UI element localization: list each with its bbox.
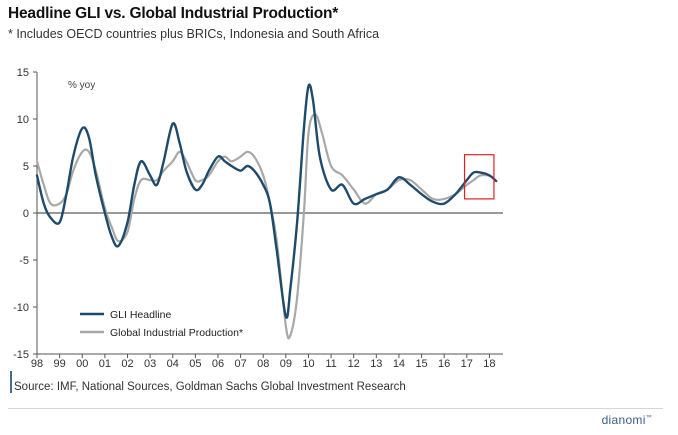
source-accent-bar (10, 371, 12, 393)
footer-divider (8, 408, 663, 409)
y-tick-label: 0 (23, 208, 29, 220)
x-tick-label: 12 (348, 358, 360, 370)
x-tick-label: 09 (280, 358, 292, 370)
legend: GLI Headline Global Industrial Productio… (80, 309, 243, 339)
y-tick-label: 10 (17, 114, 29, 126)
brand-name: dianomi (601, 413, 646, 427)
x-tick-label: 16 (438, 358, 450, 370)
y-tick-label: -15 (13, 349, 29, 361)
y-tick-label: -10 (13, 302, 29, 314)
x-tick-label: 99 (53, 358, 65, 370)
chart-title: Headline GLI vs. Global Industrial Produ… (8, 5, 339, 22)
y-unit-label: % yoy (68, 80, 95, 91)
brand-trademark: ™ (645, 415, 652, 421)
x-tick-label: 02 (121, 358, 133, 370)
chart-subtitle: * Includes OECD countries plus BRICs, In… (8, 27, 380, 41)
x-tick-label: 04 (167, 358, 179, 370)
x-tick-label: 08 (257, 358, 269, 370)
x-tick-label: 17 (461, 358, 473, 370)
legend-label-ip: Global Industrial Production* (110, 327, 243, 339)
x-tick-label: 00 (76, 358, 88, 370)
x-tick-label: 18 (483, 358, 495, 370)
x-tick-label: 03 (144, 358, 156, 370)
y-tick-label: 5 (23, 161, 29, 173)
ip-series-line (35, 113, 491, 340)
x-tick-label: 15 (415, 358, 427, 370)
gli-series-line (35, 83, 498, 319)
legend-label-gli: GLI Headline (110, 309, 171, 321)
x-tick-label: 05 (189, 358, 201, 370)
x-tick-label: 14 (393, 358, 405, 370)
highlight-box (463, 154, 495, 200)
x-tick-label: 01 (99, 358, 111, 370)
x-tick-label: 06 (212, 358, 224, 370)
x-tick-label: 10 (302, 358, 314, 370)
x-tick-label: 98 (31, 358, 43, 370)
series-lines (35, 83, 498, 340)
x-tick-label: 11 (325, 358, 336, 370)
y-tick-label: 15 (17, 67, 29, 79)
brand-logo[interactable]: dianomi™ (602, 413, 652, 427)
x-tick-label: 13 (370, 358, 382, 370)
x-tick-label: 07 (234, 358, 246, 370)
y-tick-label: -5 (19, 255, 29, 267)
highlight-layer (463, 154, 495, 200)
source-note: Source: IMF, National Sources, Goldman S… (14, 381, 406, 393)
